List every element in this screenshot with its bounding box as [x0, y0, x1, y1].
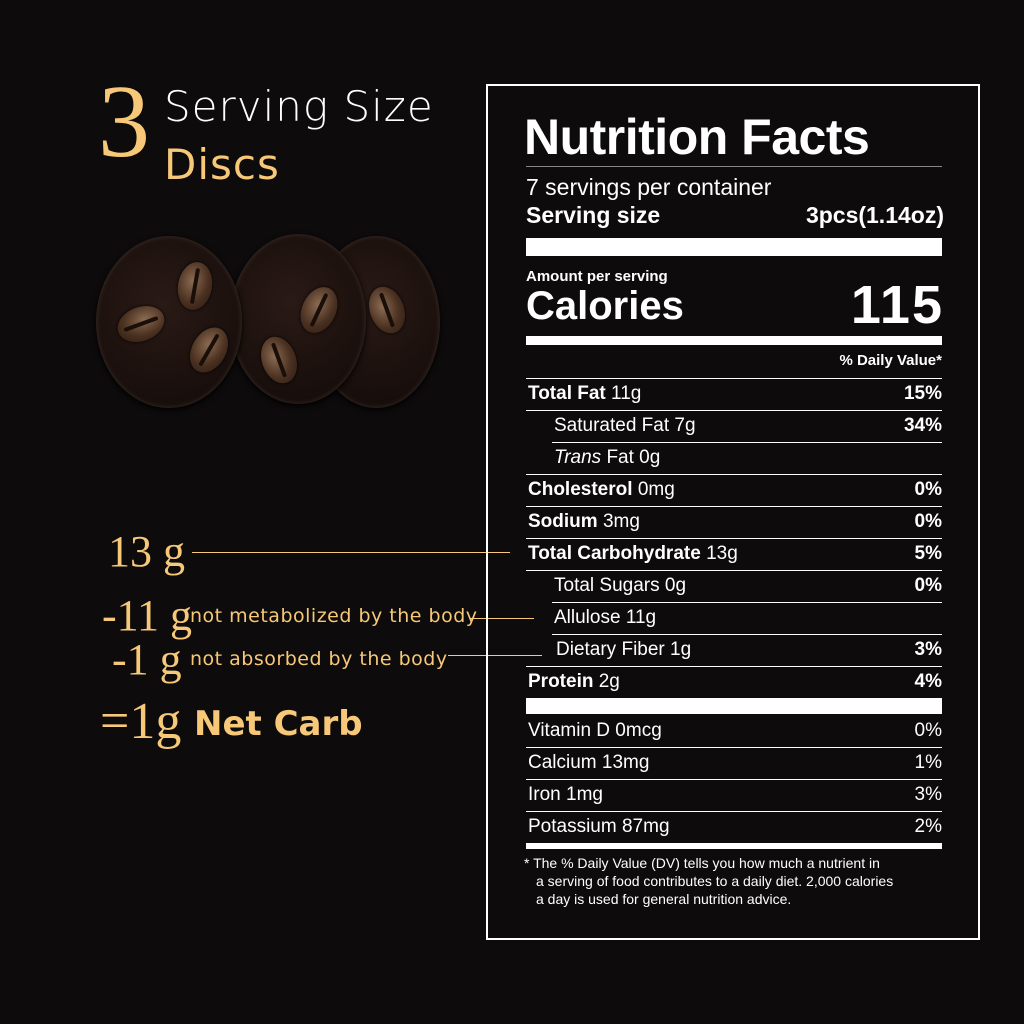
serving-size-label: Serving size — [526, 202, 661, 228]
nutrient-row: Protein 2g 4% — [528, 671, 942, 692]
divider — [526, 474, 942, 475]
fiber-note: not absorbed by the body — [190, 648, 448, 670]
serving-count: 3 — [98, 64, 150, 179]
divider — [526, 666, 942, 667]
nutrient-row: Trans Fat 0g — [554, 447, 661, 468]
footnote: * The % Daily Value (DV) tells you how m… — [524, 854, 893, 908]
nutrient-row: Sodium 3mg 0% — [528, 511, 942, 532]
divider — [526, 538, 942, 539]
calories-label: Calories — [526, 284, 684, 328]
nutrient-row: Dietary Fiber 1g 3% — [556, 639, 942, 660]
allulose-amount: -11 g — [102, 591, 193, 640]
divider — [526, 378, 942, 379]
net-carb-label: Net Carb — [194, 704, 363, 744]
divider — [552, 602, 942, 603]
divider — [526, 410, 942, 411]
serving-size-value: 3pcs(1.14oz) — [805, 202, 944, 228]
nutrient-row: Cholesterol 0mg 0% — [528, 479, 942, 500]
vitamin-row: Calcium 13mg 1% — [528, 752, 942, 773]
nutrient-row: Saturated Fat 7g 34% — [554, 415, 942, 436]
daily-value-header: % Daily Value* — [839, 352, 942, 369]
servings-per-container: 7 servings per container — [526, 174, 772, 200]
divider — [526, 779, 942, 780]
nutrient-row: Total Fat 11g 15% — [528, 383, 942, 404]
vitamin-row: Vitamin D 0mcg 0% — [528, 720, 942, 741]
divider — [526, 747, 942, 748]
divider — [552, 634, 942, 635]
serving-size-heading: Serving Size — [164, 82, 434, 131]
divider — [526, 570, 942, 571]
divider — [552, 442, 942, 443]
total-carb-amount: 13 g — [108, 527, 185, 576]
divider — [526, 811, 942, 812]
serving-unit-heading: Discs — [164, 140, 280, 189]
thick-divider — [526, 698, 942, 714]
vitamin-row: Potassium 87mg 2% — [528, 816, 942, 837]
allulose-note: not metabolized by the body — [190, 605, 478, 627]
footnote-line: a day is used for general nutrition advi… — [536, 891, 792, 907]
calories-value: 115 — [850, 275, 944, 335]
footnote-line: * The % Daily Value (DV) tells you how m… — [524, 855, 880, 871]
nutrient-row: Total Carbohydrate 13g 5% — [528, 543, 942, 564]
nutrient-row: Total Sugars 0g 0% — [554, 575, 942, 596]
thick-divider — [526, 843, 942, 849]
nutrient-row: Allulose 11g — [554, 607, 657, 628]
vitamin-row: Iron 1mg 3% — [528, 784, 942, 805]
amount-per-serving: Amount per serving — [526, 268, 668, 285]
footnote-line: a serving of food contributes to a daily… — [536, 873, 894, 889]
label-title: Nutrition Facts — [524, 109, 870, 165]
fiber-amount: -1 g — [112, 635, 182, 684]
divider — [526, 506, 942, 507]
nutrition-facts-panel — [486, 84, 980, 940]
net-carb-amount: =1g — [100, 693, 182, 750]
